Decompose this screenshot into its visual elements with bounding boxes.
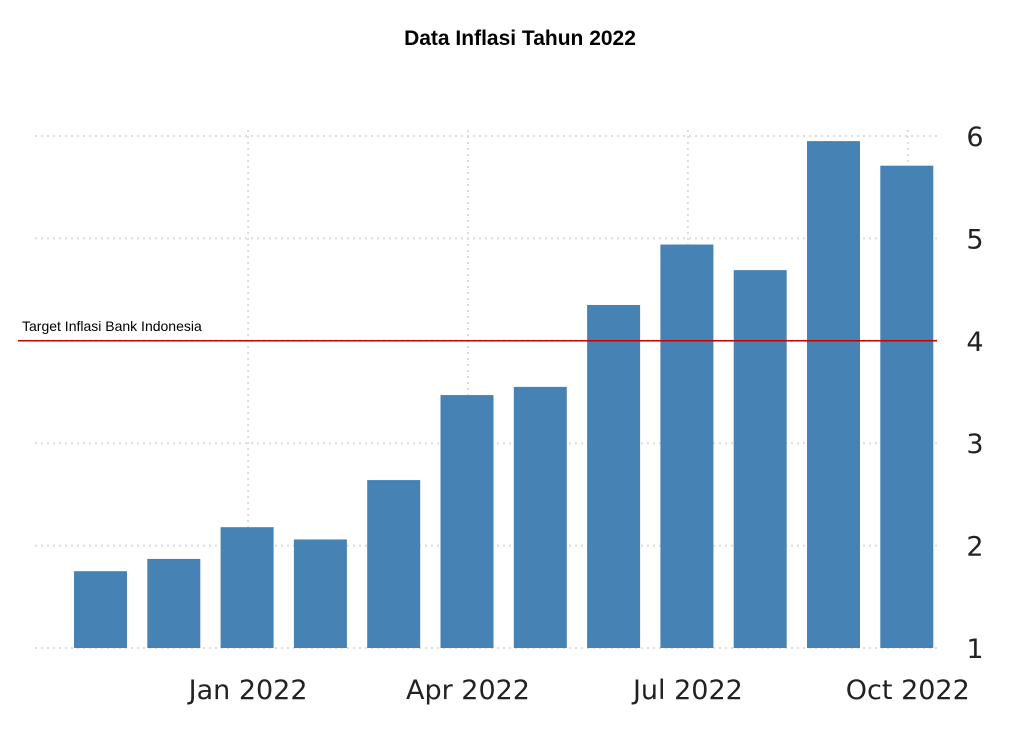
bar-dec-2021 bbox=[147, 558, 201, 648]
y-tick-label: 2 bbox=[966, 532, 983, 563]
bar-jul-2022 bbox=[660, 244, 714, 648]
bar-feb-2022 bbox=[293, 539, 347, 648]
x-tick-label: Jul 2022 bbox=[631, 675, 743, 706]
bar-oct-2022 bbox=[880, 165, 934, 649]
x-tick-label: Jan 2022 bbox=[187, 675, 308, 706]
bar-jan-2022 bbox=[220, 527, 274, 648]
bar-may-2022 bbox=[513, 386, 567, 648]
bar-apr-2022 bbox=[440, 395, 494, 648]
y-tick-label: 6 bbox=[966, 122, 983, 153]
bar-sep-2022 bbox=[807, 141, 860, 648]
bar-nov-2021 bbox=[74, 571, 127, 648]
bar-jun-2022 bbox=[587, 304, 641, 648]
y-tick-label: 4 bbox=[966, 327, 983, 358]
y-tick-label: 1 bbox=[966, 634, 983, 665]
x-tick-label: Apr 2022 bbox=[406, 675, 530, 706]
y-tick-label: 3 bbox=[966, 429, 983, 460]
bar-aug-2022 bbox=[733, 270, 787, 648]
bar-mar-2022 bbox=[367, 480, 421, 648]
y-tick-labels: 1 2 3 4 5 6 bbox=[966, 122, 983, 665]
reference-line-layer: Target Inflasi Bank Indonesia bbox=[18, 318, 937, 342]
chart-title: Data Inflasi Tahun 2022 bbox=[404, 27, 636, 50]
bars-layer bbox=[74, 141, 934, 649]
target-inflation-label: Target Inflasi Bank Indonesia bbox=[22, 318, 202, 334]
x-tick-label: Oct 2022 bbox=[846, 675, 970, 706]
x-tick-labels: Jan 2022 Apr 2022 Jul 2022 Oct 2022 bbox=[187, 675, 970, 706]
y-tick-label: 5 bbox=[966, 224, 983, 255]
